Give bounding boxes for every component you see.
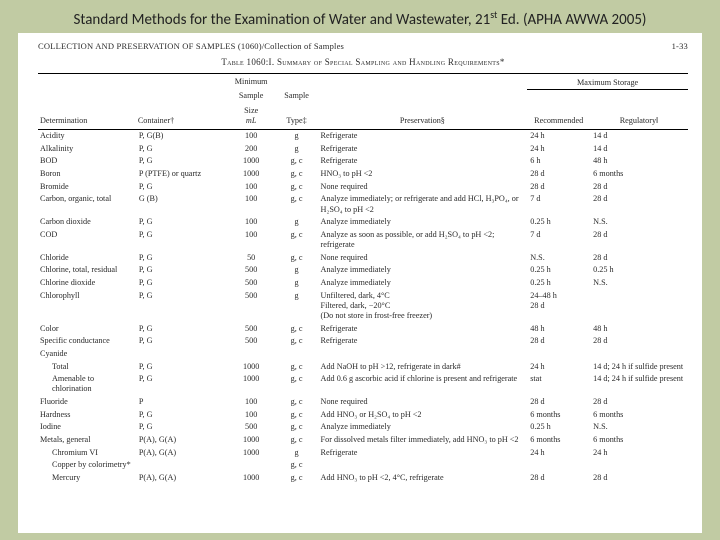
slide-container: Standard Methods for the Examination of … [0,0,720,540]
running-header-left: COLLECTION AND PRESERVATION OF SAMPLES (… [38,41,344,51]
table-row: BoronP (PTFE) or quartz1000g, cHNO₃ to p… [38,168,688,181]
table-row: BromideP, G100g, cNone required28 d28 d [38,181,688,194]
slide-title: Standard Methods for the Examination of … [18,8,702,29]
table-row: ChlorideP, G50g, cNone requiredN.S.28 d [38,252,688,265]
table-row: Amenable to chlorinationP, G1000g, cAdd … [38,373,688,396]
running-header: COLLECTION AND PRESERVATION OF SAMPLES (… [38,41,688,51]
table-row: ChlorophyllP, G500gUnfiltered, dark, 4°C… [38,289,688,322]
table-row: Carbon dioxideP, G100gAnalyze immediatel… [38,216,688,229]
table-row: ColorP, G500g, cRefrigerate48 h48 h [38,323,688,336]
table-row: FluorideP100g, cNone required28 d28 d [38,396,688,409]
table-row: Chromium VIP(A), G(A)1000gRefrigerate24 … [38,446,688,459]
table-row: MercuryP(A), G(A)1000g, cAdd HNO₃ to pH … [38,472,688,485]
table-caption: Table 1060:I. Summary of Special Samplin… [38,57,688,67]
table-row: CODP, G100g, cAnalyze as soon as possibl… [38,229,688,252]
col-minsize-1: Minimum [227,75,276,89]
table-row: Metals, generalP(A), G(A)1000g, cFor dis… [38,434,688,447]
table-row: AcidityP, G(B)100gRefrigerate24 h14 d [38,130,688,143]
col-maxstorage: Maximum Storage [527,75,688,89]
col-determination: Determination [38,75,136,128]
col-regulatory: Regulatory‖ [590,89,688,128]
running-header-right: 1-33 [672,41,688,51]
scanned-page: COLLECTION AND PRESERVATION OF SAMPLES (… [18,33,702,533]
table-row: IodineP, G500g, cAnalyze immediately0.25… [38,421,688,434]
table-row: Carbon, organic, totalG (B)100g, cAnalyz… [38,193,688,216]
col-recommended: Recommended [527,89,590,128]
table-row: TotalP, G1000g, cAdd NaOH to pH >12, ref… [38,360,688,373]
sampling-table: Determination Container† Minimum Preserv… [38,73,688,484]
table-row: BODP, G1000g, cRefrigerate6 h48 h [38,155,688,168]
table-row: HardnessP, G100g, cAdd HNO₃ or H₂SO₄ to … [38,409,688,422]
table-row: Copper by colorimetry*g, c [38,459,688,472]
table-row: Chlorine dioxideP, G500gAnalyze immediat… [38,277,688,290]
table-body: AcidityP, G(B)100gRefrigerate24 h14 dAlk… [38,130,688,485]
table-row: AlkalinityP, G200gRefrigerate24 h14 d [38,143,688,156]
col-container: Container† [136,75,227,128]
col-preservation: Preservation§ [318,75,528,128]
table-row: Specific conductanceP, G500g, cRefrigera… [38,335,688,348]
table-row: Cyanide [38,348,688,361]
table-row: Chlorine, total, residualP, G500gAnalyze… [38,264,688,277]
